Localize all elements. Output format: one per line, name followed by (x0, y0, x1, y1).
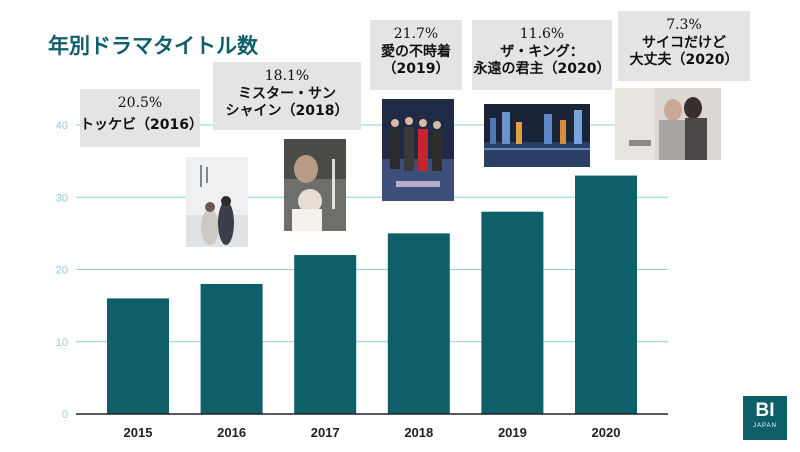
y-tick-label: 20 (56, 265, 68, 277)
callout-the-king-title: ザ・キング： 永遠の君主（2020） (473, 43, 611, 78)
x-tick-label: 2020 (592, 425, 621, 440)
callout-its-okay: 7.3% サイコだけど 大丈夫（2020） (618, 11, 750, 81)
y-tick-label: 40 (56, 120, 68, 132)
callout-goblin: 20.5% トッケビ（2016） (80, 89, 203, 147)
bar-2017 (294, 255, 357, 414)
bar-2016 (200, 283, 263, 414)
callout-its-okay-rating: 7.3% (666, 17, 702, 33)
callout-the-king: 11.6% ザ・キング： 永遠の君主（2020） (472, 20, 612, 90)
y-tick-label: 0 (62, 409, 68, 421)
callout-goblin-rating: 20.5% (117, 95, 163, 111)
callout-crash-landing: 21.7% 愛の不時着 （2019） (370, 20, 462, 90)
bar-2020 (575, 175, 637, 414)
logo-main-text: BI (755, 400, 775, 421)
bar-2015 (107, 298, 169, 414)
bar-2018 (387, 233, 450, 414)
poster-the-king (484, 104, 590, 167)
bi-japan-logo: BI JAPAN (743, 396, 787, 440)
x-tick-label: 2018 (404, 425, 433, 440)
x-tick-label: 2019 (498, 425, 527, 440)
poster-crash-landing (382, 99, 454, 201)
y-tick-label: 10 (56, 337, 68, 349)
callout-goblin-title: トッケビ（2016） (80, 116, 203, 133)
logo-sub-text: JAPAN (753, 423, 777, 429)
callout-mr-sunshine: 18.1% ミスター・サン シャイン（2018） (213, 62, 361, 130)
poster-mr-sunshine (284, 139, 346, 231)
callout-mr-sunshine-rating: 18.1% (264, 68, 310, 84)
x-tick-label: 2015 (124, 425, 153, 440)
callout-mr-sunshine-title: ミスター・サン シャイン（2018） (225, 85, 349, 120)
callout-its-okay-title: サイコだけど 大丈夫（2020） (629, 34, 739, 69)
callout-crash-landing-rating: 21.7% (393, 26, 439, 42)
bar-2019 (481, 211, 544, 414)
page-title: 年別ドラマタイトル数 (48, 34, 258, 58)
poster-its-okay-not-okay (615, 88, 721, 160)
callout-crash-landing-title: 愛の不時着 （2019） (381, 43, 451, 78)
x-tick-label: 2017 (311, 425, 340, 440)
y-tick-label: 30 (56, 192, 68, 204)
callout-the-king-rating: 11.6% (519, 26, 565, 42)
poster-goblin (186, 157, 248, 247)
x-tick-label: 2016 (217, 425, 246, 440)
